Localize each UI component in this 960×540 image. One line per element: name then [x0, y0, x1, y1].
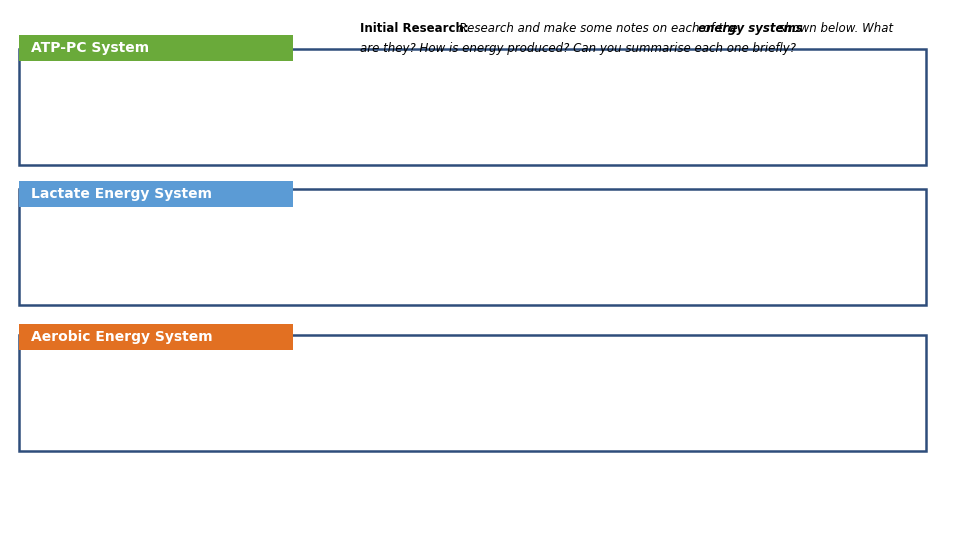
Text: are they? How is energy produced? Can you summarise each one briefly?: are they? How is energy produced? Can yo…	[360, 42, 796, 55]
Text: energy systems: energy systems	[698, 22, 803, 35]
FancyBboxPatch shape	[19, 324, 293, 350]
Text: Aerobic Energy System: Aerobic Energy System	[31, 330, 212, 344]
FancyBboxPatch shape	[19, 35, 293, 61]
FancyBboxPatch shape	[19, 335, 926, 451]
FancyBboxPatch shape	[19, 189, 926, 305]
Text: Lactate Energy System: Lactate Energy System	[31, 187, 212, 201]
FancyBboxPatch shape	[19, 181, 293, 207]
Text: shown below. What: shown below. What	[775, 22, 893, 35]
FancyBboxPatch shape	[19, 49, 926, 165]
Text: Research and make some notes on each of the: Research and make some notes on each of …	[459, 22, 741, 35]
Text: ATP-PC System: ATP-PC System	[31, 41, 149, 55]
Text: Initial Research:: Initial Research:	[360, 22, 473, 35]
